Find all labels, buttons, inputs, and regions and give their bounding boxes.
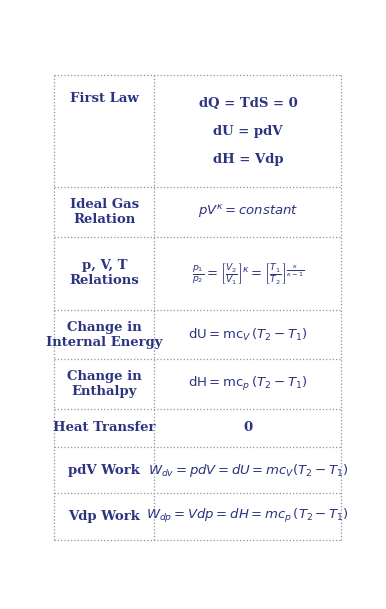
Text: Vdp Work: Vdp Work <box>68 510 140 523</box>
Text: $\mathrm{dH = mc}_{p}\,(T_2 - T_1)$: $\mathrm{dH = mc}_{p}\,(T_2 - T_1)$ <box>188 375 308 393</box>
Text: dU = pdV: dU = pdV <box>213 125 283 138</box>
Text: First Law: First Law <box>70 92 139 105</box>
Text: $W_{dv} = pdV = dU = mc_V(T_2 - T_1)$: $W_{dv} = pdV = dU = mc_V(T_2 - T_1)$ <box>147 462 348 479</box>
Text: Heat Transfer: Heat Transfer <box>53 421 156 434</box>
Text: $pV^{\kappa} = constant$: $pV^{\kappa} = constant$ <box>198 203 298 220</box>
Text: p, V, T
Relations: p, V, T Relations <box>69 259 139 287</box>
Text: $\mathrm{dU = mc}_{V}\,(T_2 - T_1)$: $\mathrm{dU = mc}_{V}\,(T_2 - T_1)$ <box>188 327 308 343</box>
Text: $\frac{p_1}{p_2} = \left[\frac{V_2}{V_1}\right]^{\kappa} = \left[\frac{T_1}{T_2}: $\frac{p_1}{p_2} = \left[\frac{V_2}{V_1}… <box>192 261 304 286</box>
Text: Change in
Enthalpy: Change in Enthalpy <box>67 370 142 398</box>
Text: Change in
Internal Energy: Change in Internal Energy <box>46 321 163 349</box>
Text: pdV Work: pdV Work <box>68 463 140 476</box>
Text: dH = Vdp: dH = Vdp <box>213 153 283 166</box>
Text: dQ = TdS = 0: dQ = TdS = 0 <box>198 97 297 110</box>
Text: $W_{dp} = Vdp = dH = mc_p\,(T_2 - T_1)$: $W_{dp} = Vdp = dH = mc_p\,(T_2 - T_1)$ <box>146 507 349 526</box>
Text: 0: 0 <box>243 421 252 434</box>
Text: Ideal Gas
Relation: Ideal Gas Relation <box>70 198 139 226</box>
